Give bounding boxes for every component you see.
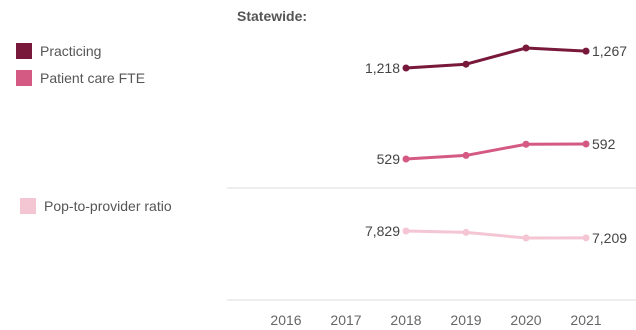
data-label-pop-to-provider-ratio-end: 7,209 — [592, 230, 627, 246]
legend-swatch-pop-to-provider-ratio — [20, 198, 36, 214]
series-line-practicing — [405, 46, 587, 70]
series-line-pop-to-provider-ratio — [405, 229, 587, 240]
legend-label-pop-to-provider-ratio: Pop-to-provider ratio — [44, 198, 172, 214]
data-point-pop-to-provider-ratio-0[interactable] — [402, 227, 410, 235]
data-point-practicing-2[interactable] — [522, 44, 530, 52]
legend-item-practicing[interactable]: Practicing — [16, 43, 101, 59]
series-line-patient-care-fte — [405, 142, 587, 161]
data-label-practicing-start: 1,218 — [365, 60, 400, 76]
legend-item-pop-to-provider-ratio[interactable]: Pop-to-provider ratio — [20, 198, 172, 214]
data-point-pop-to-provider-ratio-3[interactable] — [582, 234, 590, 242]
x-tick-label-2017: 2017 — [330, 312, 361, 328]
data-point-patient-care-fte-0[interactable] — [402, 155, 410, 163]
data-label-pop-to-provider-ratio-start: 7,829 — [365, 223, 400, 239]
x-tick-label-2018: 2018 — [390, 312, 421, 328]
x-tick-label-2021: 2021 — [570, 312, 601, 328]
data-label-patient-care-fte-start: 529 — [377, 151, 401, 167]
x-tick-label-2019: 2019 — [450, 312, 481, 328]
legend-item-patient-care-fte[interactable]: Patient care FTE — [16, 70, 145, 86]
data-point-patient-care-fte-1[interactable] — [462, 151, 470, 159]
legend-swatch-practicing — [16, 43, 32, 59]
data-point-patient-care-fte-2[interactable] — [522, 140, 530, 148]
data-point-pop-to-provider-ratio-2[interactable] — [522, 234, 530, 242]
legend-label-patient-care-fte: Patient care FTE — [40, 70, 146, 86]
data-point-practicing-1[interactable] — [462, 60, 470, 68]
data-point-pop-to-provider-ratio-1[interactable] — [462, 228, 470, 236]
data-label-patient-care-fte-end: 592 — [592, 136, 616, 152]
data-label-practicing-end: 1,267 — [592, 43, 627, 59]
legend-swatch-patient-care-fte — [16, 70, 32, 86]
x-tick-label-2016: 2016 — [270, 312, 301, 328]
legend-label-practicing: Practicing — [40, 43, 102, 59]
chart-heading: Statewide: — [237, 8, 308, 24]
data-point-patient-care-fte-3[interactable] — [582, 140, 590, 148]
data-point-practicing-0[interactable] — [402, 64, 410, 72]
x-tick-label-2020: 2020 — [510, 312, 541, 328]
data-point-practicing-3[interactable] — [582, 47, 590, 55]
